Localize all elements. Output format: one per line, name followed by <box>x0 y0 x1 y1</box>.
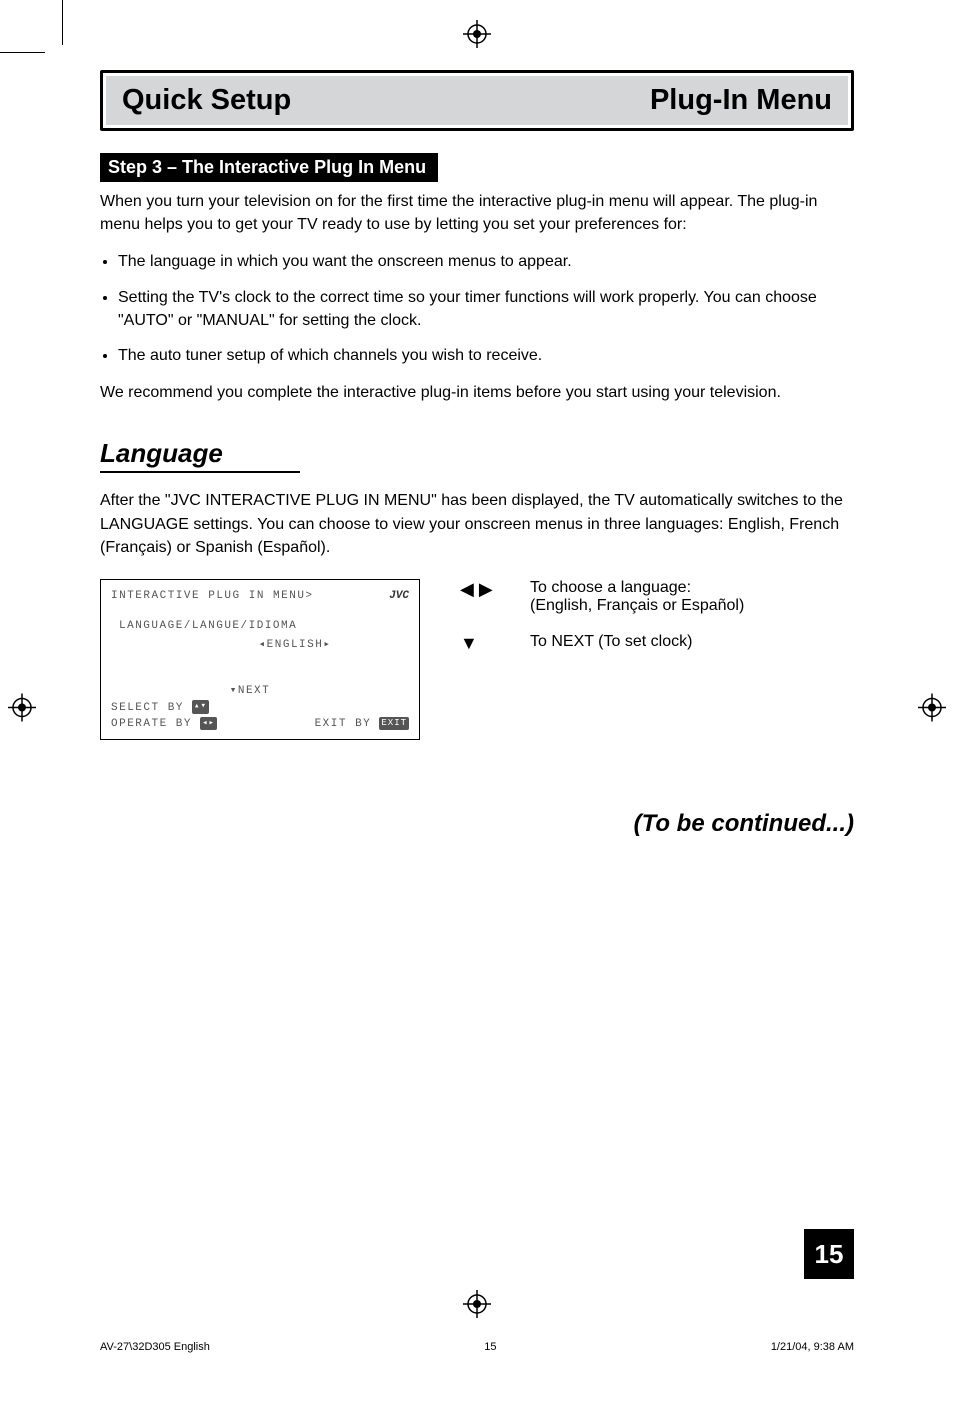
osd-operate: OPERATE BY ◂▸ <box>111 716 217 733</box>
list-item: Setting the TV's clock to the correct ti… <box>118 286 854 332</box>
footer-left: AV-27\32D305 English <box>100 1341 210 1353</box>
leftright-icon: ◂▸ <box>200 717 217 731</box>
action-subtext: (English, Français or Español) <box>530 597 744 615</box>
crop-mark <box>62 0 63 45</box>
crop-mark <box>0 52 45 53</box>
page: Quick Setup Plug-In Menu Step 3 – The In… <box>0 0 954 1419</box>
osd-row: INTERACTIVE PLUG IN MENU> JVC LANGUAGE/L… <box>100 579 854 740</box>
header-bar: Quick Setup Plug-In Menu <box>100 70 854 131</box>
list-item: The language in which you want the onscr… <box>118 250 854 273</box>
list-item: The auto tuner setup of which channels y… <box>118 344 854 367</box>
footer-mid: 15 <box>484 1341 496 1353</box>
osd-title: INTERACTIVE PLUG IN MENU> <box>111 588 314 605</box>
registration-mark-icon <box>463 20 491 53</box>
registration-mark-icon <box>463 1290 491 1323</box>
osd-exit: EXIT BY EXIT <box>315 716 409 733</box>
action-text: To NEXT (To set clock) <box>530 633 692 654</box>
header-right: Plug-In Menu <box>650 84 832 117</box>
recommend-paragraph: We recommend you complete the interactiv… <box>100 381 854 404</box>
osd-language-value: ◂ENGLISH▸ <box>181 637 409 654</box>
intro-paragraph: When you turn your television on for the… <box>100 190 854 236</box>
registration-mark-icon <box>8 693 36 726</box>
section-rule <box>100 471 300 473</box>
bullet-list: The language in which you want the onscr… <box>100 250 854 367</box>
action-text: To choose a language: <box>530 579 744 597</box>
osd-select: SELECT BY ▴▾ <box>111 700 209 717</box>
osd-next: ▾NEXT <box>91 683 409 700</box>
osd-screenshot: INTERACTIVE PLUG IN MENU> JVC LANGUAGE/L… <box>100 579 420 740</box>
footer-right: 1/21/04, 9:38 AM <box>771 1341 854 1353</box>
updown-icon: ▴▾ <box>192 700 209 714</box>
section-title: Language <box>100 438 854 469</box>
jvc-logo: JVC <box>389 588 409 605</box>
section-body: After the "JVC INTERACTIVE PLUG IN MENU"… <box>100 489 854 559</box>
exit-icon: EXIT <box>379 717 409 731</box>
footer: AV-27\32D305 English 15 1/21/04, 9:38 AM <box>100 1341 854 1353</box>
action-list: ◀ ▶ To choose a language: (English, Fran… <box>460 579 854 672</box>
osd-language-label: LANGUAGE/LANGUE/IDIOMA <box>119 618 409 635</box>
header-left: Quick Setup <box>122 84 291 117</box>
left-right-arrow-icon: ◀ ▶ <box>460 579 500 615</box>
page-number: 15 <box>804 1229 854 1279</box>
continued-label: (To be continued...) <box>100 810 854 838</box>
step-heading: Step 3 – The Interactive Plug In Menu <box>100 153 438 182</box>
registration-mark-icon <box>918 693 946 726</box>
down-arrow-icon: ▼ <box>460 633 500 654</box>
